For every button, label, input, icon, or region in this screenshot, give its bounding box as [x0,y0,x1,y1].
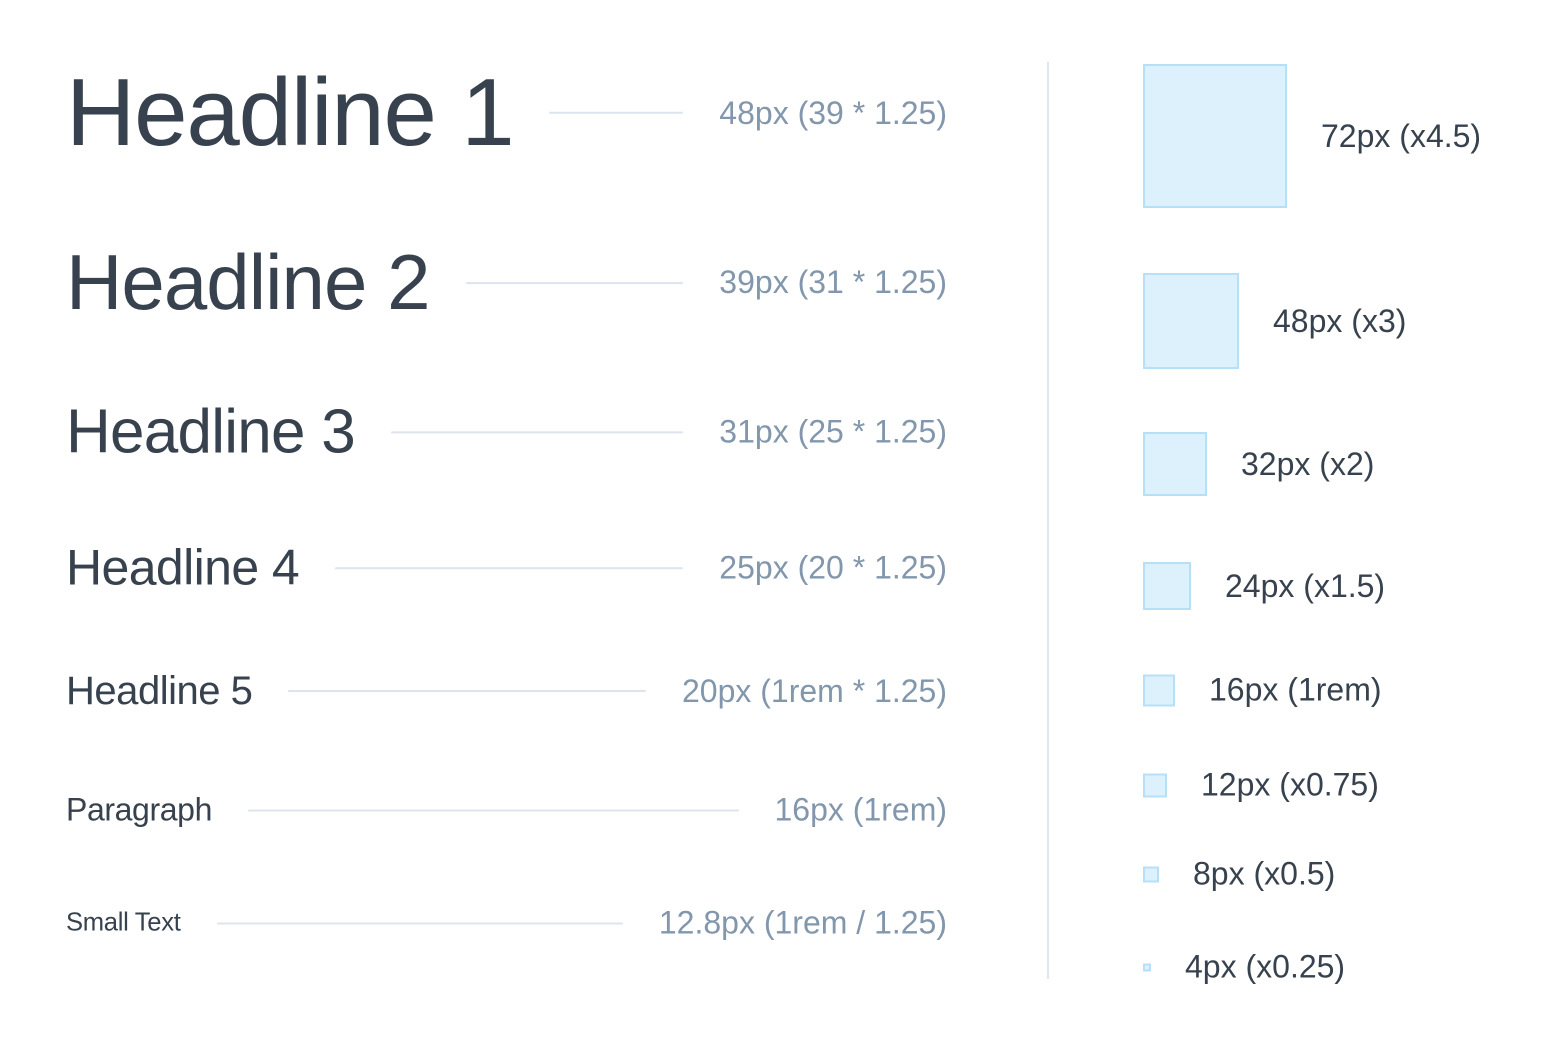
type-scale-row: Headline 5 20px (1rem * 1.25) [66,668,947,714]
spacing-size-label: 48px (x3) [1273,302,1407,339]
spacing-square [1143,773,1167,797]
spacing-size-label: 16px (1rem) [1209,671,1382,708]
spacing-square [1143,562,1191,610]
spacing-scale-row: 16px (1rem) [1143,672,1382,709]
type-size-label: 12.8px (1rem / 1.25) [658,904,947,941]
spacing-scale-row: 32px (x2) [1143,432,1374,496]
type-sample-text: Small Text [66,908,181,937]
connector-line [216,922,623,924]
type-size-label: 25px (20 * 1.25) [719,549,947,586]
connector-line [391,430,684,433]
type-sample-text: Headline 5 [66,669,253,713]
spacing-scale-row: 4px (x0.25) [1143,949,1345,986]
connector-line [247,809,739,811]
connector-line [549,111,684,114]
spacing-size-label: 8px (x0.5) [1193,855,1336,892]
type-sample-text: Headline 3 [66,397,356,467]
connector-line [335,567,684,569]
type-sample-text: Headline 2 [66,238,431,327]
connector-line [465,282,684,284]
type-size-label: 31px (25 * 1.25) [719,413,947,450]
spacing-square [1143,674,1175,706]
spacing-scale-row: 48px (x3) [1143,273,1406,369]
spacing-square [1143,273,1239,369]
type-size-label: 48px (39 * 1.25) [719,94,947,131]
connector-line [288,690,646,692]
spacing-size-label: 12px (x0.75) [1201,766,1379,803]
spacing-size-label: 4px (x0.25) [1185,948,1346,985]
spacing-scale-row: 72px (x4.5) [1143,64,1481,208]
spacing-square [1143,64,1287,208]
spacing-scale-row: 24px (x1.5) [1143,562,1385,610]
type-scale-row: Headline 2 39px (31 * 1.25) [66,238,947,328]
spacing-square [1143,432,1207,496]
type-size-label: 39px (31 * 1.25) [719,264,947,301]
type-sample-text: Headline 1 [66,58,515,166]
type-scale-row: Small Text 12.8px (1rem / 1.25) [66,905,947,942]
type-sample-text: Headline 4 [66,539,300,596]
spacing-size-label: 32px (x2) [1241,445,1375,482]
spacing-scale-row: 12px (x0.75) [1143,767,1379,804]
type-size-label: 20px (1rem * 1.25) [681,672,947,709]
type-scale-row: Headline 3 31px (25 * 1.25) [66,396,947,467]
spacing-square [1143,963,1151,971]
spacing-square [1143,866,1159,882]
type-scale-row: Headline 1 48px (39 * 1.25) [66,58,947,168]
spacing-size-label: 72px (x4.5) [1321,117,1482,154]
type-size-label: 16px (1rem) [774,791,948,828]
spacing-size-label: 24px (x1.5) [1225,567,1386,604]
spacing-scale-row: 8px (x0.5) [1143,856,1335,893]
section-divider [1047,62,1049,979]
type-sample-text: Paragraph [66,791,212,828]
type-scale-row: Headline 4 25px (20 * 1.25) [66,539,947,597]
type-scale-row: Paragraph 16px (1rem) [66,792,947,829]
